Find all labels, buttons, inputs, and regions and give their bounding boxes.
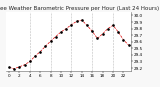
Title: Milwaukee Weather Barometric Pressure per Hour (Last 24 Hours): Milwaukee Weather Barometric Pressure pe…: [0, 6, 159, 11]
